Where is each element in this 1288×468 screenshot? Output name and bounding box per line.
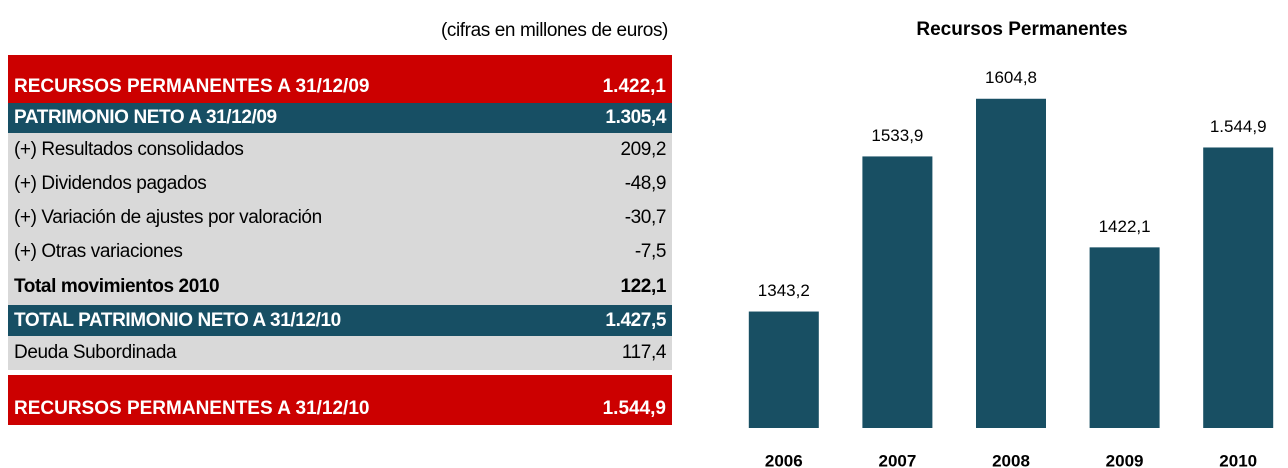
label: (+) Otras variaciones <box>14 241 183 262</box>
value: 1.427,5 <box>605 309 666 331</box>
value: -7,5 <box>634 241 667 262</box>
label: RECURSOS PERMANENTES A 31/12/10 <box>14 398 370 419</box>
row: Deuda Subordinada 117,4 <box>8 336 672 370</box>
row: (+) Otras variaciones -7,5 <box>8 235 672 269</box>
caption: (cifras en millones de euros) <box>440 20 668 41</box>
row: PATRIMONIO NETO A 31/12/09 1.305,4 <box>8 103 672 133</box>
data-label: 1533,9 <box>871 126 923 145</box>
bar <box>862 156 933 429</box>
value: 117,4 <box>621 342 667 363</box>
row: (+) Dividendos pagados -48,9 <box>8 167 672 201</box>
bar <box>748 311 819 428</box>
x-tick-label: 2010 <box>1219 451 1257 468</box>
x-tick-label: 2007 <box>878 451 916 468</box>
row: RECURSOS PERMANENTES A 31/12/10 1.544,9 <box>8 375 672 425</box>
row: (+) Resultados consolidados 209,2 <box>8 133 672 167</box>
label: PATRIMONIO NETO A 31/12/09 <box>14 107 277 128</box>
data-label: 1422,1 <box>1099 217 1151 236</box>
row: (+) Variación de ajustes por valoración -… <box>8 201 672 235</box>
value: -30,7 <box>624 207 667 228</box>
bar <box>1089 247 1160 428</box>
label: Deuda Subordinada <box>14 342 177 363</box>
data-label: 1604,8 <box>985 68 1037 87</box>
label: TOTAL PATRIMONIO NETO A 31/12/10 <box>14 309 341 331</box>
value: -48,9 <box>624 173 667 194</box>
value: 209,2 <box>620 139 666 160</box>
data-label: 1343,2 <box>758 281 810 300</box>
value: 1.422,1 <box>602 76 666 97</box>
x-tick-label: 2006 <box>765 451 803 468</box>
label: (+) Variación de ajustes por valoración <box>14 207 322 228</box>
x-tick-label: 2008 <box>992 451 1030 468</box>
x-tick-label: 2009 <box>1106 451 1144 468</box>
row: RECURSOS PERMANENTES A 31/12/09 1.422,1 <box>8 55 672 103</box>
label: Total movimientos 2010 <box>14 276 220 297</box>
label: RECURSOS PERMANENTES A 31/12/09 <box>14 76 370 97</box>
data-label: 1.544,9 <box>1210 117 1267 136</box>
bar <box>1203 147 1274 429</box>
label: (+) Dividendos pagados <box>14 173 207 194</box>
row: TOTAL PATRIMONIO NETO A 31/12/10 1.427,5 <box>8 305 672 336</box>
chart-title: Recursos Permanentes <box>916 19 1127 40</box>
label: (+) Resultados consolidados <box>14 139 244 160</box>
bar <box>976 98 1046 428</box>
row: Total movimientos 2010 122,1 <box>8 269 672 305</box>
value: 122,1 <box>620 276 666 297</box>
value: 1.544,9 <box>602 398 666 419</box>
value: 1.305,4 <box>605 107 666 128</box>
